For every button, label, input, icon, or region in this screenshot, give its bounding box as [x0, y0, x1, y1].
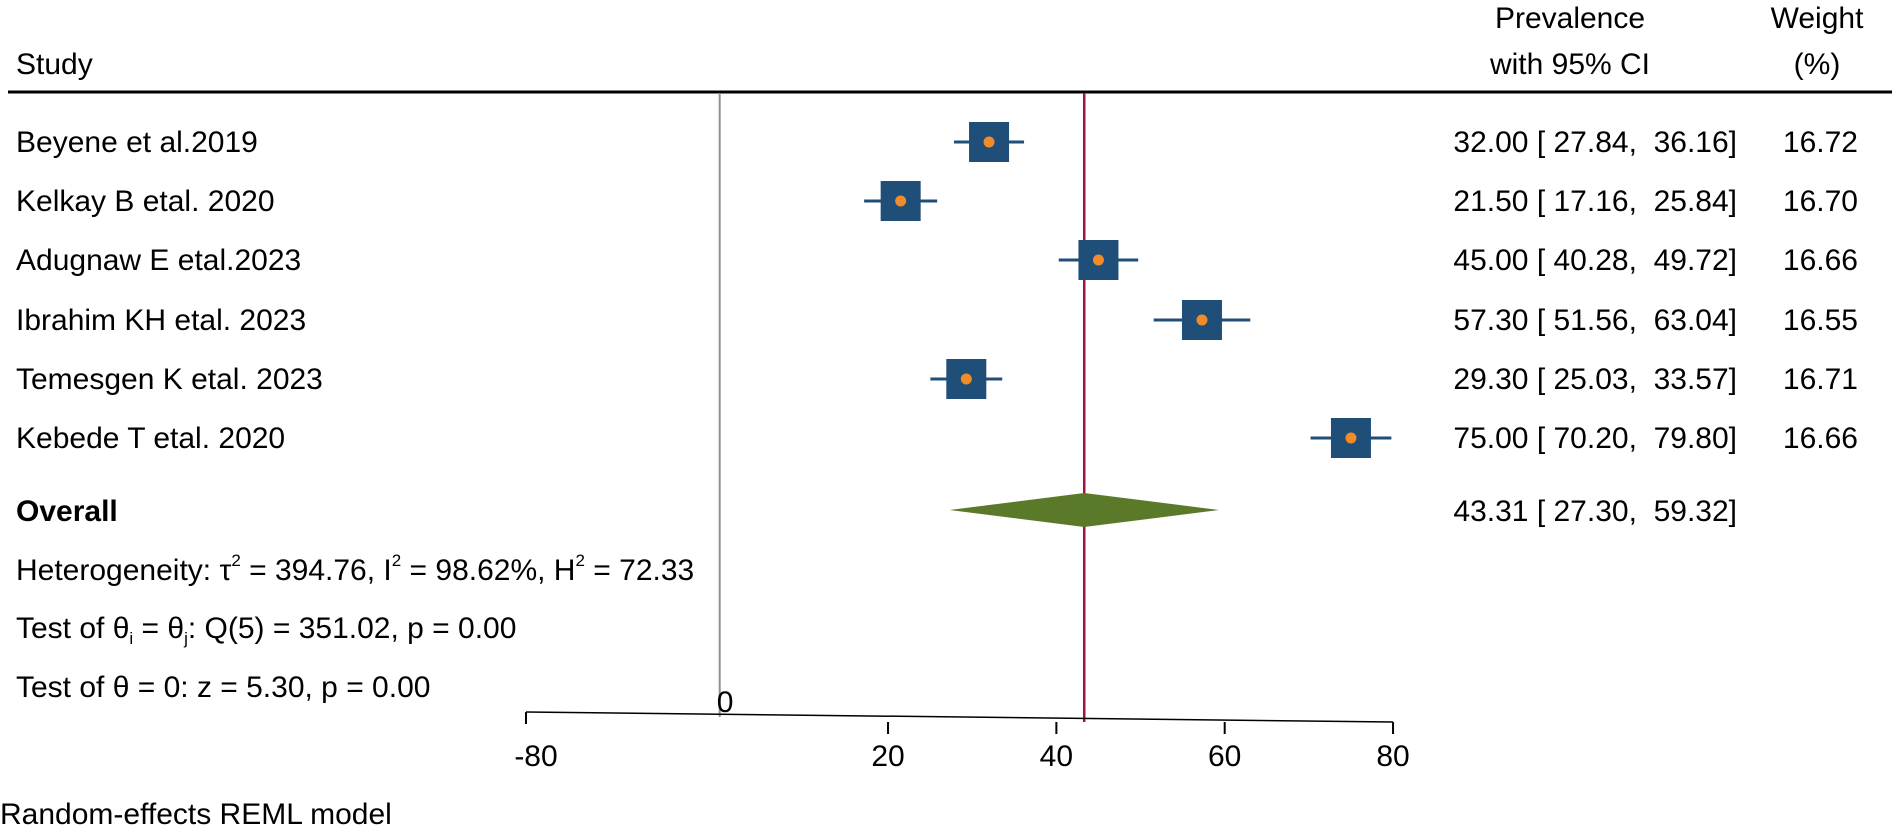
- study-weight-text: 16.66: [1783, 244, 1858, 277]
- study-weight-text: 16.66: [1783, 422, 1858, 455]
- header-prevalence-line2: with 95% CI: [1489, 48, 1650, 81]
- header-weight-line1: Weight: [1771, 2, 1864, 35]
- study-label: Ibrahim KH etal. 2023: [16, 304, 306, 337]
- x-tick-label: 60: [1208, 740, 1241, 773]
- overall-label: Overall: [16, 495, 118, 528]
- study-ci-text: 45.00 [ 40.28, 49.72]: [1453, 244, 1737, 277]
- x-tick-label: -80: [514, 740, 557, 773]
- study-weight-text: 16.55: [1783, 304, 1858, 337]
- x-tick-label: 80: [1376, 740, 1409, 773]
- null-line-label: 0: [717, 686, 734, 719]
- study-point-estimate: [895, 195, 907, 207]
- x-axis: -80 20 40 60 80: [514, 711, 1410, 773]
- study-point-estimate: [1092, 254, 1104, 266]
- x-tick-label: 40: [1040, 740, 1073, 773]
- study-point-estimate: [1196, 314, 1208, 326]
- model-note: Random-effects REML model: [0, 798, 392, 825]
- study-ci-text: 21.50 [ 17.16, 25.84]: [1453, 185, 1737, 218]
- study-point-estimate: [960, 373, 972, 385]
- header-weight-line2: (%): [1794, 48, 1841, 81]
- test-zero-text: Test of θ = 0: z = 5.30, p = 0.00: [16, 671, 430, 704]
- x-axis-line: [525, 711, 1394, 723]
- study-point-estimate: [1345, 432, 1357, 444]
- study-ci-text: 29.30 [ 25.03, 33.57]: [1453, 363, 1737, 396]
- test-equal-text: Test of θi = θj: Q(5) = 351.02, p = 0.00: [16, 612, 516, 648]
- study-ci-text: 57.30 [ 51.56, 63.04]: [1453, 304, 1737, 337]
- study-label: Temesgen K etal. 2023: [16, 363, 323, 396]
- study-label: Beyene et al.2019: [16, 126, 258, 159]
- heterogeneity-text: Heterogeneity: τ2 = 394.76, I2 = 98.62%,…: [16, 551, 694, 587]
- overall-diamond: [949, 493, 1219, 527]
- overall-ci-text: 43.31 [ 27.30, 59.32]: [1453, 495, 1737, 528]
- study-weight-text: 16.70: [1783, 185, 1858, 218]
- study-weight-text: 16.72: [1783, 126, 1858, 159]
- study-label: Adugnaw E etal.2023: [16, 244, 301, 277]
- study-weight-text: 16.71: [1783, 363, 1858, 396]
- study-markers: [864, 122, 1392, 458]
- x-tick-label: 20: [871, 740, 904, 773]
- header-study: Study: [16, 48, 93, 81]
- study-rows: Beyene et al.2019 32.00 [ 27.84, 36.16] 16…: [16, 126, 1858, 455]
- study-ci-text: 32.00 [ 27.84, 36.16]: [1453, 126, 1737, 159]
- header-prevalence-line1: Prevalence: [1495, 2, 1645, 35]
- study-point-estimate: [983, 136, 995, 148]
- study-label: Kebede T etal. 2020: [16, 422, 285, 455]
- study-ci-text: 75.00 [ 70.20, 79.80]: [1453, 422, 1737, 455]
- study-label: Kelkay B etal. 2020: [16, 185, 275, 218]
